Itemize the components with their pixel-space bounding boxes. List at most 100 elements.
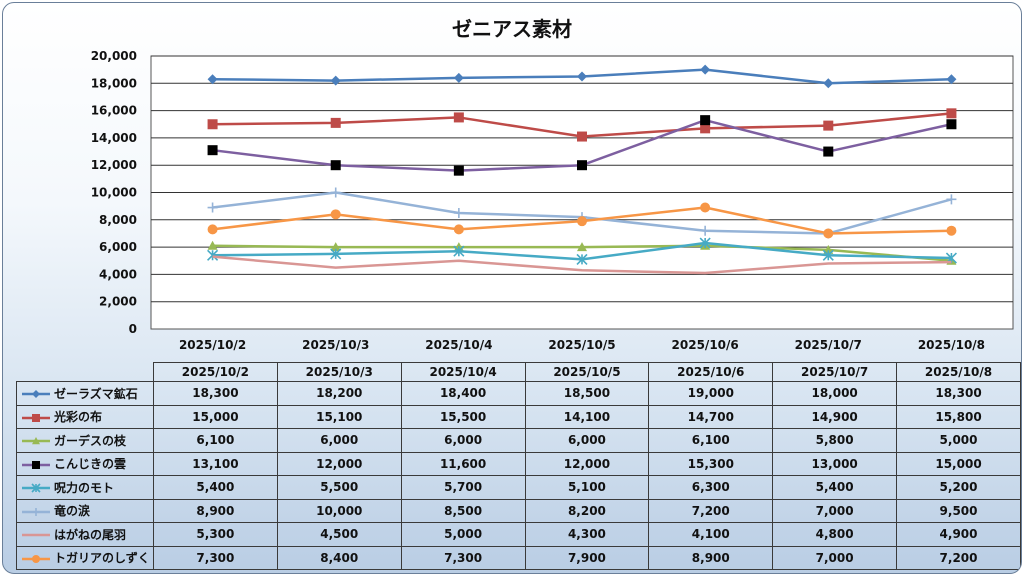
data-point: [577, 131, 587, 142]
legend-entry: ゼーラズマ鉱石: [16, 381, 154, 406]
data-point: [453, 207, 464, 218]
table-cell: 8,900: [152, 498, 278, 523]
table-cell: 5,400: [152, 475, 278, 500]
x-tick-label: 2025/10/7: [795, 338, 862, 352]
data-point: [576, 253, 588, 265]
data-point: [453, 224, 464, 235]
table-cell: 5,000: [896, 428, 1021, 453]
data-point: [823, 244, 834, 254]
data-point: [700, 123, 711, 134]
data-point: [330, 187, 341, 198]
legend-entry: 光彩の布: [16, 404, 154, 429]
data-point: [207, 240, 218, 250]
table-column-header: 2025/10/5: [524, 362, 650, 382]
data-point: [453, 72, 464, 83]
data-point: [946, 74, 957, 85]
table-cell: 14,700: [648, 404, 774, 429]
data-point: [330, 242, 341, 252]
data-point: [330, 248, 342, 260]
data-point: [207, 202, 218, 213]
y-tick-label: 0: [129, 322, 137, 336]
data-point: [700, 64, 711, 75]
table-cell: 7,200: [896, 545, 1021, 570]
table-row: こんじきの雲 13,100 12,000 11,600 12,000 15,300 13,0…: [16, 451, 1021, 476]
data-point: [577, 216, 587, 227]
table-cell: 9,500: [896, 498, 1021, 523]
x-tick-label: 2025/10/4: [425, 338, 492, 352]
table-cell: 6,000: [524, 428, 650, 453]
table-row: 呪力のモト 5,400 5,500 5,700 5,100 6,300 5,400 5,200: [16, 475, 1021, 500]
legend-symbol: [32, 554, 40, 563]
legend-marker: [22, 460, 50, 469]
table-cell: 7,000: [772, 498, 898, 523]
legend-entry: トガリアのしずく: [16, 545, 154, 570]
y-tick-label: 12,000: [91, 158, 137, 172]
data-point: [700, 225, 711, 236]
table-cell: 4,300: [524, 522, 650, 547]
legend-label: こんじきの雲: [54, 457, 127, 472]
table-cell: 5,300: [152, 522, 278, 547]
legend-label: 光彩の布: [54, 410, 103, 425]
chart-plot: 0 2,000 4,000 6,000 8,000 10,000 12,000 14,000 1…: [91, 49, 1014, 352]
table-cell: 18,400: [400, 381, 526, 406]
data-point: [823, 228, 834, 239]
table-cell: 18,500: [524, 381, 650, 406]
data-table: 2025/10/2 2025/10/3 2025/10/4 2025/10/5 2025…: [16, 362, 1021, 570]
table-cell: 11,600: [400, 451, 526, 476]
table-header-row: 2025/10/2 2025/10/3 2025/10/4 2025/10/5 2025…: [17, 362, 1021, 382]
legend-marker: [22, 437, 50, 445]
table-cell: 6,100: [648, 428, 774, 453]
data-point: [207, 119, 218, 130]
table-cell: 18,000: [772, 381, 898, 406]
data-point: [699, 237, 711, 249]
table-cell: 5,800: [772, 428, 898, 453]
y-tick-label: 10,000: [91, 186, 137, 200]
data-point: [207, 145, 218, 156]
y-tick-label: 4,000: [99, 267, 137, 281]
data-point: [823, 120, 834, 131]
table-cell: 18,300: [152, 381, 278, 406]
y-tick-label: 6,000: [99, 240, 137, 254]
legend-label: トガリアのしずく: [54, 551, 150, 566]
table-cell: 7,300: [152, 545, 278, 570]
table-cell: 15,000: [896, 451, 1021, 476]
table-cell: 6,100: [152, 428, 278, 453]
legend-symbol: [31, 483, 41, 493]
y-tick-label: 14,000: [91, 131, 137, 145]
data-point: [946, 119, 957, 130]
table-cell: 14,900: [772, 404, 898, 429]
table-row: はがねの尾羽 5,300 4,500 5,000 4,300 4,100 4,800 4,90…: [16, 522, 1021, 547]
table-cell: 8,200: [524, 498, 650, 523]
table-cell: 4,100: [648, 522, 774, 547]
legend-label: ガーデスの枝: [54, 433, 127, 448]
x-tick-label: 2025/10/5: [548, 338, 615, 352]
table-cell: 8,400: [276, 545, 402, 570]
table-cell: 12,000: [276, 451, 402, 476]
table-corner: [17, 363, 154, 382]
series-8: [207, 202, 957, 239]
table-cell: 15,000: [152, 404, 278, 429]
data-point: [207, 74, 218, 85]
series-line: [212, 255, 952, 275]
table-cell: 19,000: [648, 381, 774, 406]
x-tick-label: 2025/10/6: [672, 338, 739, 352]
data-point: [577, 71, 587, 82]
data-point: [700, 202, 711, 213]
table-cell: 15,800: [896, 404, 1021, 429]
data-point: [330, 75, 341, 86]
table-cell: 6,000: [400, 428, 526, 453]
x-tick-label: 2025/10/3: [302, 338, 369, 352]
table-row: トガリアのしずく 7,300 8,400 7,300 7,900 8,900 7,000 7,…: [16, 545, 1021, 570]
table-cell: 8,900: [648, 545, 774, 570]
table-cell: 4,500: [276, 522, 402, 547]
legend-symbol: [32, 507, 40, 516]
legend-entry: はがねの尾羽: [16, 522, 154, 547]
table-cell: 15,500: [400, 404, 526, 429]
legend-symbol: [32, 437, 40, 445]
legend-marker: [22, 507, 50, 516]
table-row: ガーデスの枝 6,100 6,000 6,000 6,000 6,100 5,800 5,00…: [16, 428, 1021, 453]
legend-label: 呪力のモト: [54, 480, 115, 495]
table-column-header: 2025/10/8: [896, 362, 1021, 382]
legend-marker: [22, 483, 50, 493]
table-column-header: 2025/10/6: [648, 362, 774, 382]
